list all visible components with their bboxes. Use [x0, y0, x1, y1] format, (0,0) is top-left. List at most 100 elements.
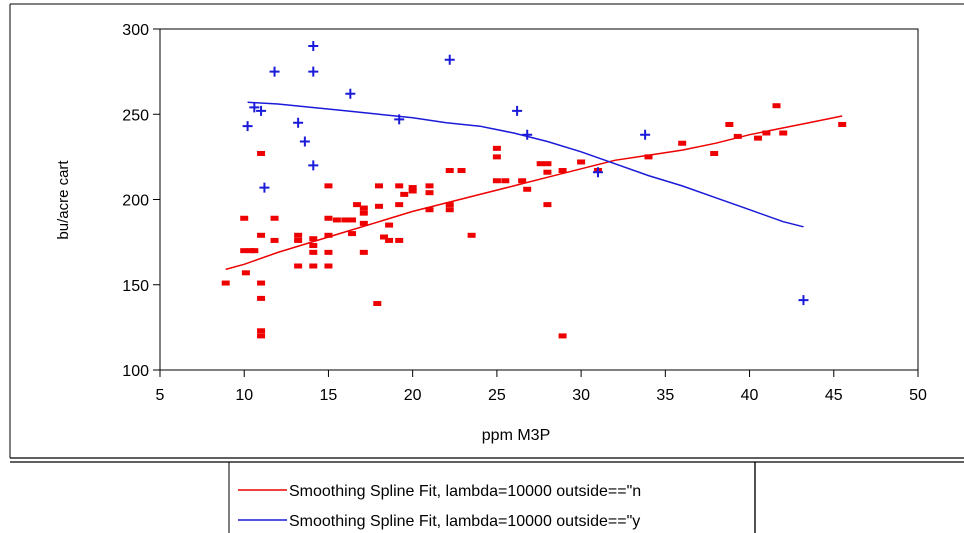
data-point-plus [592, 167, 603, 178]
x-tick-label: 40 [741, 387, 759, 404]
data-point-square [492, 145, 501, 151]
data-point-square [779, 130, 788, 136]
x-axis: 5 10 15 20 25 30 35 40 45 50 [156, 370, 927, 404]
plot-area [159, 28, 919, 371]
data-point-plus [256, 105, 267, 116]
data-point-square [332, 217, 341, 223]
data-point-square [359, 220, 368, 226]
data-point-plus [522, 129, 533, 140]
data-point-square [395, 183, 404, 189]
data-point-square [374, 203, 383, 209]
data-point-square [270, 215, 279, 221]
data-point-square [359, 205, 368, 211]
data-point-square [341, 217, 350, 223]
data-point-square [762, 130, 771, 136]
data-point-plus [308, 66, 319, 77]
data-point-square [395, 237, 404, 243]
data-point-square [543, 161, 552, 167]
data-point-square [445, 202, 454, 208]
data-point-square [257, 333, 266, 339]
y-tick-label: 150 [122, 278, 149, 295]
data-point-square [457, 168, 466, 174]
data-point-square [353, 202, 362, 208]
data-point-square [753, 135, 762, 141]
data-point-square [492, 154, 501, 160]
y-tick-label: 200 [122, 193, 149, 210]
data-point-square [359, 249, 368, 255]
x-tick-label: 50 [909, 387, 927, 404]
data-point-square [838, 121, 847, 127]
data-point-square [385, 222, 394, 228]
data-point-square [467, 232, 476, 238]
x-tick-label: 10 [235, 387, 253, 404]
data-point-square [324, 215, 333, 221]
data-point-plus [308, 160, 319, 171]
data-point-square [772, 103, 781, 109]
legend-label-blue: Smoothing Spline Fit, lambda=10000 outsi… [289, 513, 640, 530]
y-tick-label: 300 [122, 22, 149, 39]
y-tick-label: 250 [122, 107, 149, 124]
data-point-square [425, 190, 434, 196]
data-point-square [257, 232, 266, 238]
data-point-square [408, 185, 417, 191]
legend-label-red: Smoothing Spline Fit, lambda=10000 outsi… [289, 483, 641, 500]
legend-clip-cover [756, 463, 964, 533]
data-point-square [250, 248, 259, 254]
data-point-square [425, 207, 434, 213]
data-point-square [294, 232, 303, 238]
data-points [221, 41, 847, 339]
x-tick-label: 20 [404, 387, 422, 404]
x-tick-label: 25 [488, 387, 506, 404]
spline-fit-line-n [225, 115, 843, 271]
data-point-square [523, 186, 532, 192]
data-point-plus [308, 41, 319, 52]
data-point-square [518, 178, 527, 184]
y-tick-label: 100 [122, 363, 149, 380]
data-point-square [257, 295, 266, 301]
data-point-square [577, 159, 586, 165]
data-point-square [380, 234, 389, 240]
data-point-square [309, 249, 318, 255]
data-point-square [725, 121, 734, 127]
data-point-plus [299, 136, 310, 147]
x-tick-label: 15 [320, 387, 338, 404]
data-point-square [408, 188, 417, 194]
data-point-square [221, 280, 230, 286]
data-point-square [400, 191, 409, 197]
x-tick-label: 30 [572, 387, 590, 404]
x-axis-label: ppm M3P [482, 427, 550, 444]
data-point-square [240, 215, 249, 221]
data-point-plus [249, 102, 260, 113]
data-point-square [492, 178, 501, 184]
data-point-square [309, 263, 318, 269]
data-point-square [309, 243, 318, 249]
x-tick-label: 5 [156, 387, 165, 404]
data-point-square [240, 248, 249, 254]
data-point-square [324, 249, 333, 255]
data-point-plus [798, 295, 809, 306]
x-tick-label: 35 [656, 387, 674, 404]
data-point-square [543, 202, 552, 208]
outer-frame [9, 3, 964, 463]
data-point-square [558, 333, 567, 339]
y-axis: 100 150 200 250 300 [122, 22, 160, 380]
data-point-square [385, 237, 394, 243]
fit-lines [225, 101, 843, 271]
data-point-square [294, 263, 303, 269]
data-point-square [395, 202, 404, 208]
data-point-square [501, 178, 510, 184]
data-point-square [324, 263, 333, 269]
data-point-plus [512, 105, 523, 116]
data-point-square [678, 140, 687, 146]
data-point-plus [444, 54, 455, 65]
data-point-plus [640, 129, 651, 140]
data-point-square [348, 231, 357, 237]
data-point-square [710, 150, 719, 156]
data-point-plus [394, 114, 405, 125]
data-point-square [733, 133, 742, 139]
data-point-square [558, 168, 567, 174]
data-point-square [257, 280, 266, 286]
data-point-square [445, 207, 454, 213]
data-point-square [374, 183, 383, 189]
data-point-plus [259, 182, 270, 193]
